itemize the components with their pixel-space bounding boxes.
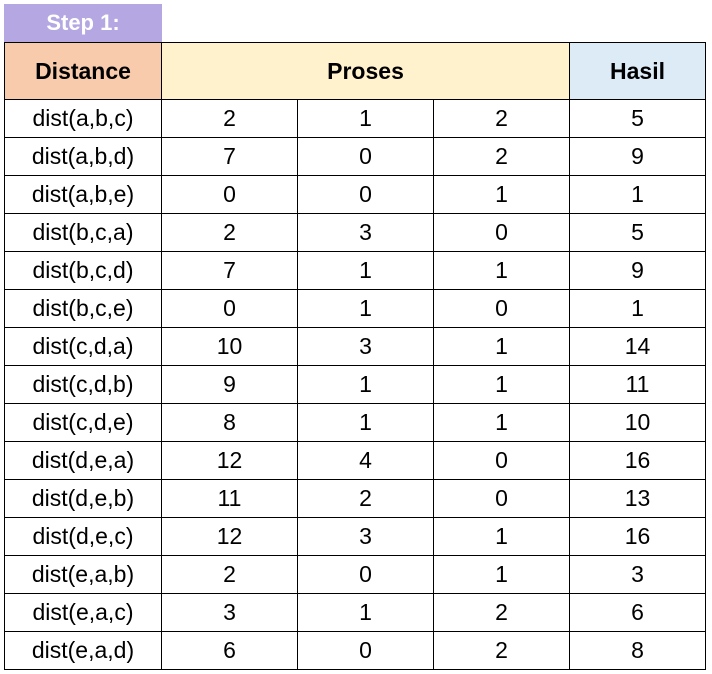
proses-cell-1: 8	[161, 403, 298, 442]
table-row: dist(e,a,b) 2 0 1 3	[4, 555, 706, 594]
proses-cell-1: 6	[161, 631, 298, 670]
proses-cell-2: 1	[297, 251, 434, 290]
proses-cell-1: 10	[161, 327, 298, 366]
distance-cell: dist(e,a,b)	[4, 555, 162, 594]
table-row: dist(a,b,d) 7 0 2 9	[4, 137, 706, 176]
table-row: dist(c,d,e) 8 1 1 10	[4, 403, 706, 442]
proses-cell-3: 0	[433, 289, 570, 328]
distance-cell: dist(c,d,a)	[4, 327, 162, 366]
proses-cell-3: 0	[433, 441, 570, 480]
proses-cell-2: 2	[297, 479, 434, 518]
hasil-cell: 9	[569, 137, 706, 176]
table-row: dist(a,b,c) 2 1 2 5	[4, 99, 706, 138]
table-row: dist(d,e,b) 11 2 0 13	[4, 479, 706, 518]
header-proses: Proses	[161, 42, 570, 100]
distance-cell: dist(a,b,e)	[4, 175, 162, 214]
proses-cell-1: 2	[161, 555, 298, 594]
distance-cell: dist(c,d,e)	[4, 403, 162, 442]
proses-cell-2: 0	[297, 555, 434, 594]
hasil-cell: 6	[569, 593, 706, 632]
proses-cell-2: 1	[297, 99, 434, 138]
distance-table: Distance Proses Hasil dist(a,b,c) 2 1 2 5 dis…	[4, 42, 706, 670]
proses-cell-3: 2	[433, 137, 570, 176]
distance-cell: dist(d,e,c)	[4, 517, 162, 556]
proses-cell-2: 3	[297, 517, 434, 556]
proses-cell-2: 3	[297, 327, 434, 366]
proses-cell-3: 2	[433, 593, 570, 632]
proses-cell-3: 1	[433, 555, 570, 594]
proses-cell-2: 4	[297, 441, 434, 480]
distance-cell: dist(e,a,c)	[4, 593, 162, 632]
proses-cell-1: 2	[161, 213, 298, 252]
table-row: dist(d,e,c) 12 3 1 16	[4, 517, 706, 556]
distance-cell: dist(b,c,d)	[4, 251, 162, 290]
hasil-cell: 11	[569, 365, 706, 404]
proses-cell-3: 0	[433, 213, 570, 252]
table-row: dist(e,a,d) 6 0 2 8	[4, 631, 706, 670]
proses-cell-1: 7	[161, 137, 298, 176]
hasil-cell: 16	[569, 517, 706, 556]
table-row: dist(b,c,d) 7 1 1 9	[4, 251, 706, 290]
hasil-cell: 10	[569, 403, 706, 442]
proses-cell-3: 1	[433, 327, 570, 366]
proses-cell-3: 1	[433, 175, 570, 214]
hasil-cell: 14	[569, 327, 706, 366]
hasil-cell: 8	[569, 631, 706, 670]
proses-cell-1: 12	[161, 441, 298, 480]
hasil-cell: 3	[569, 555, 706, 594]
proses-cell-3: 1	[433, 517, 570, 556]
table-row: dist(b,c,a) 2 3 0 5	[4, 213, 706, 252]
proses-cell-1: 9	[161, 365, 298, 404]
proses-cell-2: 1	[297, 289, 434, 328]
proses-cell-1: 0	[161, 175, 298, 214]
proses-cell-2: 1	[297, 365, 434, 404]
proses-cell-3: 0	[433, 479, 570, 518]
proses-cell-3: 2	[433, 99, 570, 138]
distance-cell: dist(b,c,e)	[4, 289, 162, 328]
distance-cell: dist(d,e,a)	[4, 441, 162, 480]
proses-cell-2: 3	[297, 213, 434, 252]
step-label: Step 1:	[4, 4, 162, 42]
header-row: Distance Proses Hasil	[4, 42, 706, 100]
proses-cell-2: 1	[297, 403, 434, 442]
distance-cell: dist(c,d,b)	[4, 365, 162, 404]
proses-cell-1: 7	[161, 251, 298, 290]
hasil-cell: 5	[569, 99, 706, 138]
proses-cell-1: 2	[161, 99, 298, 138]
proses-cell-2: 0	[297, 631, 434, 670]
hasil-cell: 16	[569, 441, 706, 480]
table-body: dist(a,b,c) 2 1 2 5 dist(a,b,d) 7 0 2 9 dist(a,b,e…	[4, 99, 706, 670]
hasil-cell: 9	[569, 251, 706, 290]
hasil-cell: 5	[569, 213, 706, 252]
distance-cell: dist(a,b,c)	[4, 99, 162, 138]
hasil-cell: 1	[569, 175, 706, 214]
proses-cell-3: 1	[433, 251, 570, 290]
header-distance: Distance	[4, 42, 162, 100]
distance-cell: dist(a,b,d)	[4, 137, 162, 176]
distance-cell: dist(e,a,d)	[4, 631, 162, 670]
hasil-cell: 13	[569, 479, 706, 518]
proses-cell-2: 0	[297, 175, 434, 214]
distance-cell: dist(b,c,a)	[4, 213, 162, 252]
table-row: dist(b,c,e) 0 1 0 1	[4, 289, 706, 328]
proses-cell-1: 3	[161, 593, 298, 632]
proses-cell-2: 1	[297, 593, 434, 632]
proses-cell-1: 11	[161, 479, 298, 518]
table-row: dist(c,d,b) 9 1 1 11	[4, 365, 706, 404]
proses-cell-1: 0	[161, 289, 298, 328]
proses-cell-2: 0	[297, 137, 434, 176]
header-hasil: Hasil	[569, 42, 706, 100]
proses-cell-3: 1	[433, 365, 570, 404]
table-row: dist(c,d,a) 10 3 1 14	[4, 327, 706, 366]
table-row: dist(a,b,e) 0 0 1 1	[4, 175, 706, 214]
hasil-cell: 1	[569, 289, 706, 328]
proses-cell-1: 12	[161, 517, 298, 556]
proses-cell-3: 1	[433, 403, 570, 442]
table-row: dist(d,e,a) 12 4 0 16	[4, 441, 706, 480]
table-row: dist(e,a,c) 3 1 2 6	[4, 593, 706, 632]
distance-cell: dist(d,e,b)	[4, 479, 162, 518]
proses-cell-3: 2	[433, 631, 570, 670]
